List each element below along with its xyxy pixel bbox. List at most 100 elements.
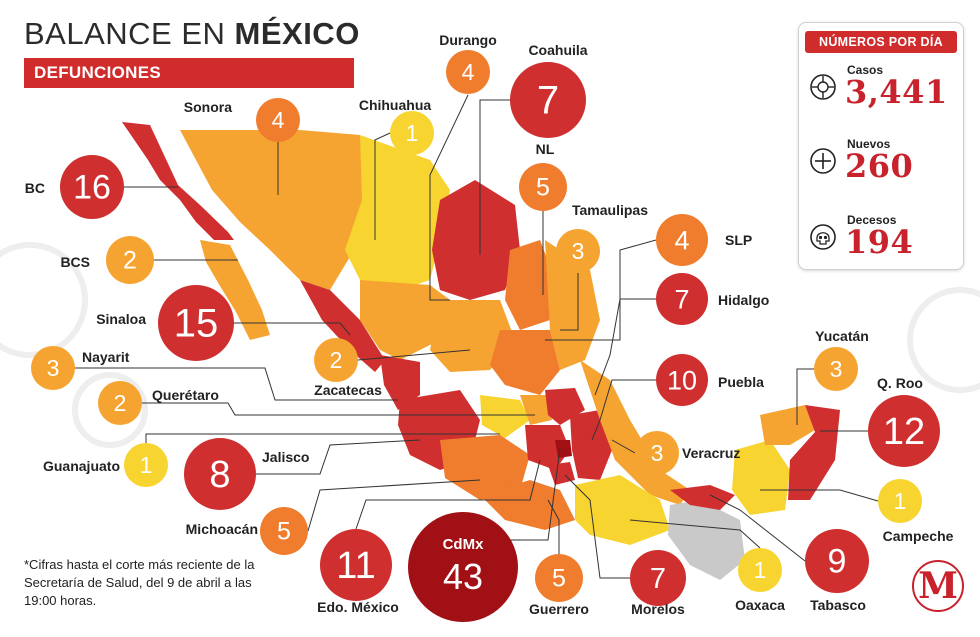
state-label-chihuahua: Chihuahua [359,97,432,113]
state-label-morelos: Morelos [631,601,685,617]
map-regions [122,122,840,580]
leader-line-tamaulipas [560,273,579,331]
marker-value-bc: 16 [73,169,111,207]
region-chiapas [668,500,745,580]
leader-line-guanajuato [145,433,500,443]
marker-campeche [878,479,922,523]
leader-line-coahuila [479,99,510,255]
state-label-zacatecas: Zacatecas [314,382,382,398]
leader-line-veracruz [611,439,636,454]
marker-value-campeche: 1 [894,488,907,514]
marker-sonora [256,98,300,142]
marker-value-coahuila: 7 [537,79,559,123]
marker-value-puebla: 10 [667,365,697,395]
marker-value-q-roo: 12 [883,411,925,453]
stat-label-new: Nuevos [847,137,891,151]
marker-bcs [106,236,154,284]
leader-line-slp [545,239,657,341]
region-puebla [570,410,612,480]
state-markers: 4 Durango 7 Coahuila 4 Sonora 1 Chihuahua 16 BC 5 N… [25,32,954,622]
region-chihuahua [345,135,450,290]
marker-value-durango: 4 [462,59,475,85]
state-label-tamaulipas: Tamaulipas [572,202,648,218]
marker-slp [656,214,708,266]
stat-row-deaths: Decesos 194 [807,211,957,267]
marker-value-bcs: 2 [123,247,137,275]
state-label-cdmx: CdMx [443,536,484,553]
leader-line-queretaro [142,402,535,416]
region-michoacan [440,435,530,500]
marker-bc [60,155,124,219]
marker-edo-mexico [320,529,392,601]
leader-line-cdmx [510,447,561,541]
marker-guerrero [535,554,583,602]
marker-value-chihuahua: 1 [406,120,419,146]
marker-value-hidalgo: 7 [674,284,689,314]
marker-tabasco [805,529,869,593]
state-label-tabasco: Tabasco [810,597,866,613]
stat-label-deaths: Decesos [847,213,897,227]
marker-value-tabasco: 9 [828,543,847,581]
marker-nl [519,163,567,211]
state-label-nl: NL [536,141,555,157]
state-label-edo-mexico: Edo. México [317,599,399,615]
marker-value-guerrero: 5 [552,565,566,593]
marker-tamaulipas [556,229,600,273]
state-label-oaxaca: Oaxaca [735,597,785,613]
marker-puebla [656,354,708,406]
marker-queretaro [98,381,142,425]
marker-value-queretaro: 2 [114,390,127,416]
state-label-veracruz: Veracruz [682,445,740,461]
state-label-bc: BC [25,180,45,196]
marker-yucatan [814,347,858,391]
leader-line-edo-mexico [355,459,541,530]
state-label-guanajuato: Guanajuato [43,458,120,474]
marker-jalisco [184,438,256,510]
state-label-queretaro: Querétaro [152,387,219,403]
region-baja-california [122,122,234,240]
state-label-yucatan: Yucatán [815,328,869,344]
leader-line-chihuahua [374,132,391,240]
marker-guanajuato [124,443,168,487]
marker-chihuahua [390,111,434,155]
subtitle-bar: DEFUNCIONES [24,58,354,88]
marker-zacatecas [314,338,358,382]
stats-panel: NÚMEROS POR DÍA Casos 3,441 Nuevos 260 [798,22,964,270]
marker-value-michoacan: 5 [277,518,291,546]
stat-value-cases: 3,441 [845,73,948,111]
state-label-campeche: Campeche [883,528,954,544]
stat-row-cases: Casos 3,441 [807,61,957,117]
title-bold: MÉXICO [234,16,360,51]
page-title: BALANCE EN MÉXICO [24,16,360,52]
plus-circle-icon [810,148,836,174]
marker-morelos [630,550,686,606]
region-quintana-roo [788,405,840,500]
state-label-coahuila: Coahuila [528,42,587,58]
milenio-logo: M [912,560,964,612]
title-light: BALANCE EN [24,16,235,51]
state-label-sinaloa: Sinaloa [96,311,146,327]
state-label-michoacan: Michoacán [186,521,258,537]
marker-q-roo [868,395,940,467]
leader-line-zacatecas [357,349,471,361]
region-campeche [732,440,790,515]
region-yucatan [760,405,815,445]
marker-value-tamaulipas: 3 [572,238,585,264]
footnote: *Cifras hasta el corte más reciente de l… [24,557,255,608]
marker-michoacan [260,507,308,555]
stats-heading: NÚMEROS POR DÍA [805,31,957,53]
leader-line-nayarit [75,367,398,401]
marker-value-sonora: 4 [272,107,285,133]
state-label-jalisco: Jalisco [262,449,309,465]
region-coahuila [432,180,520,300]
leader-line-hidalgo [594,298,656,396]
leader-line-puebla [591,379,656,441]
leader-line-durango [429,94,469,301]
marker-value-slp: 4 [674,225,689,255]
region-baja-california-sur [200,240,270,340]
virus-watermark-icon [0,242,980,448]
stat-row-new: Nuevos 260 [807,135,957,191]
marker-hidalgo [656,273,708,325]
